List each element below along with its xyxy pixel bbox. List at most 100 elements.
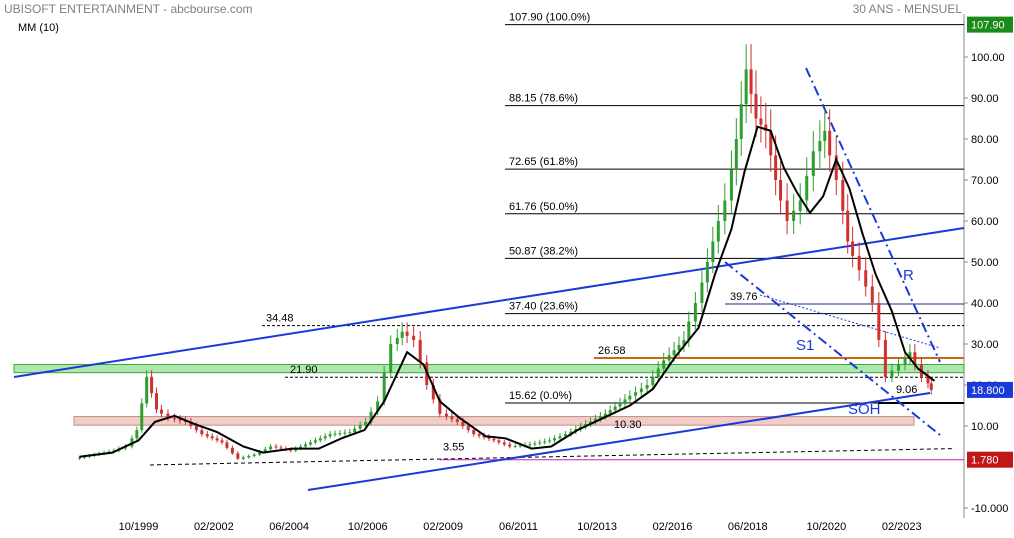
candle-body [382, 372, 386, 402]
candle-body [754, 93, 758, 119]
candle-body [450, 416, 454, 420]
y-tick-label: 70.00 [971, 175, 999, 187]
candle-body [358, 425, 362, 429]
annotation-S1: S1 [796, 337, 814, 354]
annotation-R: R [903, 267, 914, 284]
candle-body [343, 432, 347, 434]
level-label-21: 21.90 [290, 364, 318, 376]
candle-body [618, 402, 622, 407]
candle-body [304, 444, 308, 447]
level-label-39: 39.76 [730, 291, 758, 303]
candle-body [877, 303, 881, 340]
candle-body [613, 406, 617, 411]
candle-body [811, 151, 815, 176]
candle-body [608, 410, 612, 414]
candle-body [558, 436, 562, 439]
candle-body [225, 442, 229, 448]
candle-body [548, 440, 552, 442]
candle-body [258, 451, 262, 455]
candle-body [656, 368, 660, 377]
candle-body [533, 443, 537, 445]
candle-body [883, 339, 887, 377]
candle-body [155, 393, 158, 410]
candle-body [252, 454, 256, 457]
candle-body [628, 395, 632, 400]
candle-body [145, 376, 149, 404]
candle-body [455, 419, 459, 422]
candle-body [444, 413, 448, 417]
candle-body [236, 453, 240, 459]
candle-body [716, 221, 720, 242]
candle-body [908, 352, 912, 359]
candle-body [247, 456, 251, 458]
candle-body [729, 169, 733, 201]
candle-body [792, 210, 796, 221]
candle-body [279, 447, 283, 449]
candle-body [700, 282, 704, 303]
candle-body [513, 445, 517, 447]
candle-body [289, 449, 293, 451]
candle-body [693, 303, 697, 322]
x-tick-label: 10/1999 [119, 521, 159, 533]
candle-body [645, 385, 649, 389]
candle-body [739, 104, 743, 139]
candle-body [508, 444, 512, 447]
annotation-SOH: SOH [848, 401, 881, 418]
y-tick-label: 50.00 [971, 257, 999, 269]
candle-body [220, 440, 224, 443]
candle-body [263, 449, 267, 452]
candle-body [913, 352, 917, 365]
candle-body [769, 130, 773, 156]
candle-body [178, 419, 182, 421]
chart-source-title: UBISOFT ENTERTAINMENT - abcbourse.com [4, 2, 253, 16]
candle-body [194, 426, 198, 431]
level-label-10: 10.30 [614, 419, 642, 431]
candle-body [274, 446, 278, 448]
candle-body [764, 124, 768, 131]
candle-body [135, 430, 139, 439]
candle-body [405, 331, 409, 336]
fib-label: 15.62 (0.0%) [509, 390, 572, 402]
y-tick-label: 80.00 [971, 134, 999, 146]
green-support-zone [13, 364, 965, 374]
candle-body [903, 358, 907, 365]
candle-body [785, 200, 789, 221]
candle-body [651, 376, 655, 385]
candle-body [774, 155, 778, 180]
candle-body [864, 270, 868, 287]
y-tick-label: 30.00 [971, 339, 999, 351]
x-tick-label: 02/2009 [423, 521, 463, 533]
candle-body [328, 434, 332, 437]
candle-body [538, 442, 542, 444]
candle-body [438, 399, 442, 414]
fib-label: 61.76 (50.0%) [509, 201, 578, 213]
resistance-line-R [805, 67, 941, 363]
candle-body [497, 440, 501, 443]
candle-body [841, 180, 845, 211]
x-tick-label: 10/2013 [577, 521, 617, 533]
candle-body [308, 442, 312, 445]
candle-body [639, 388, 643, 393]
candle-body [598, 416, 602, 419]
candle-body [705, 262, 709, 283]
dashed-base-trend [149, 448, 956, 466]
candle-body [870, 286, 874, 303]
y-tick-label: 10.00 [971, 421, 999, 433]
candle-body [677, 345, 681, 351]
candle-body [818, 141, 822, 152]
candle-body [482, 435, 486, 438]
candle-body [318, 438, 322, 441]
y-tick-label: 40.00 [971, 298, 999, 310]
x-tick-label: 06/2018 [728, 521, 768, 533]
candle-body [857, 255, 861, 271]
candle-body [623, 399, 627, 403]
candle-body [563, 434, 567, 437]
dotted-trend-line [759, 294, 941, 349]
candle-body [667, 355, 671, 361]
candle-body [553, 438, 557, 441]
candle-body [477, 434, 481, 436]
y-tick-label: 60.00 [971, 216, 999, 228]
candle-body [333, 433, 337, 435]
fib-label: 88.15 (78.6%) [509, 93, 578, 105]
y-tick-label: -10.000 [971, 503, 1008, 515]
